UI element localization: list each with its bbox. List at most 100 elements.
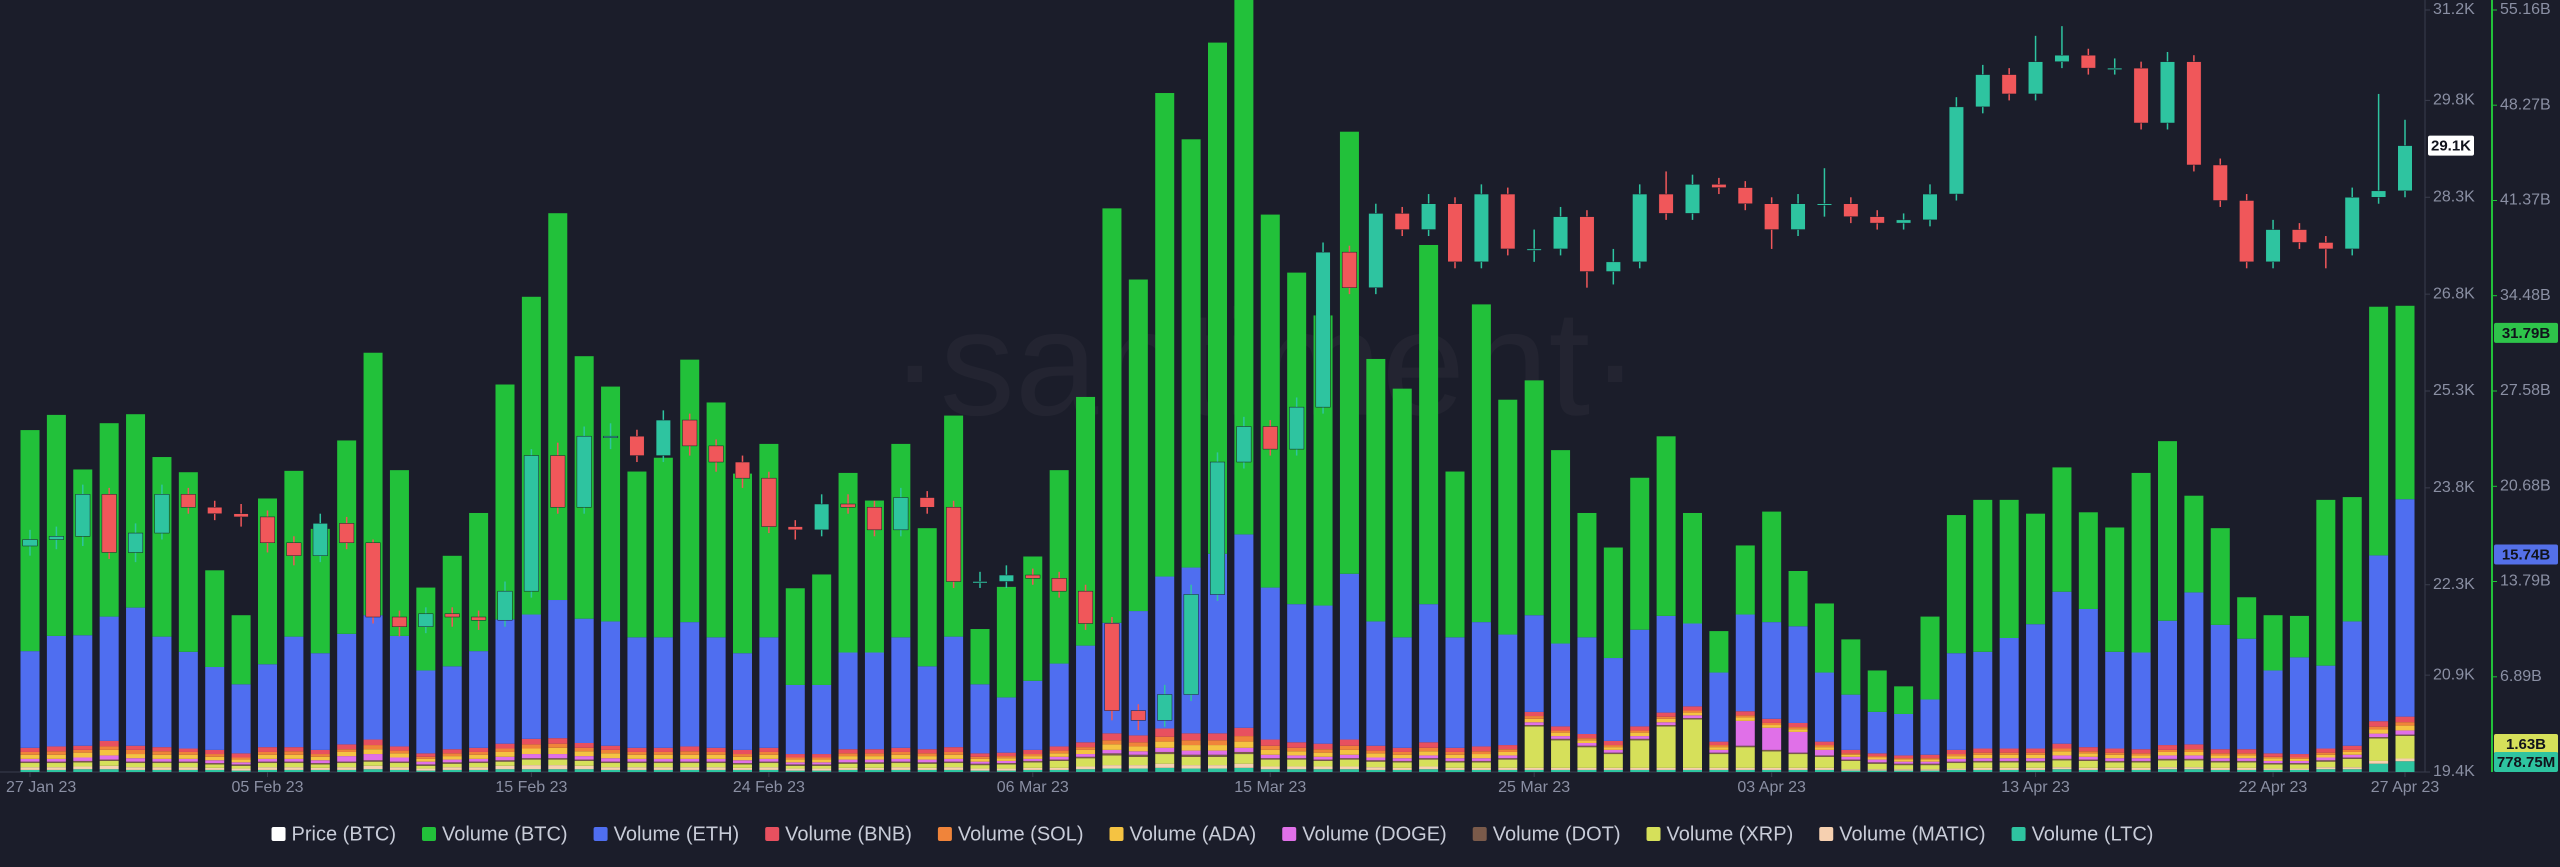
- volume-bar: [363, 765, 383, 770]
- volume-bar: [1656, 722, 1676, 726]
- volume-bar: [521, 744, 541, 749]
- volume-bar: [1260, 759, 1280, 767]
- volume-bar: [2263, 670, 2283, 754]
- volume-bar: [2237, 767, 2257, 770]
- volume-bar: [917, 749, 937, 754]
- legend-item[interactable]: Volume (BTC): [421, 823, 568, 845]
- volume-bar: [442, 666, 462, 750]
- legend-item[interactable]: Volume (DOT): [1472, 823, 1621, 845]
- volume-bar: [759, 761, 779, 764]
- candle-body: [339, 523, 355, 544]
- legend-item[interactable]: Price (BTC): [271, 823, 396, 845]
- legend-item[interactable]: Volume (DOGE): [1282, 823, 1447, 845]
- candle-body: [2054, 54, 2070, 62]
- volume-bar: [178, 748, 198, 752]
- legend-item[interactable]: Volume (XRP): [1646, 823, 1794, 845]
- volume-bar: [812, 684, 832, 755]
- volume-bar: [126, 758, 146, 762]
- volume-bar: [812, 768, 832, 771]
- volume-marker-box: [2494, 322, 2558, 343]
- volume-bar: [1366, 753, 1386, 758]
- legend-label: Price (BTC): [292, 823, 396, 845]
- volume-bar: [284, 636, 304, 748]
- candle-body: [1922, 193, 1938, 221]
- legend-label: Volume (SOL): [958, 823, 1084, 845]
- volume-bar: [2289, 768, 2309, 770]
- volume-bar: [891, 754, 911, 759]
- candle-body: [1658, 193, 1674, 214]
- volume-bar: [1471, 304, 1491, 623]
- volume-bar: [1814, 769, 1834, 772]
- volume-bar: [1445, 747, 1465, 752]
- volume-bar: [2289, 764, 2309, 769]
- volume-bar: [1999, 760, 2019, 763]
- volume-bar: [970, 765, 990, 769]
- volume-bar: [416, 670, 436, 754]
- volume-bar: [20, 751, 40, 755]
- legend-label: Volume (BTC): [442, 823, 568, 845]
- volume-bar: [337, 763, 357, 768]
- y-tick-label: 25.3K: [2433, 382, 2475, 399]
- volume-bar: [284, 763, 304, 768]
- volume-bar: [1973, 754, 1993, 759]
- volume-bar: [178, 769, 198, 772]
- volume-bar: [733, 763, 752, 765]
- volume-bar: [363, 761, 383, 766]
- volume-bar: [46, 746, 66, 752]
- candle-body: [1394, 213, 1410, 230]
- candle-body: [1816, 203, 1832, 206]
- volume-bar: [1155, 767, 1175, 772]
- volume-bar: [2105, 752, 2125, 755]
- volume-bar: [1894, 755, 1914, 759]
- volume-bar: [1762, 751, 1782, 768]
- volume-bar: [1973, 767, 1993, 770]
- volume-bar: [1735, 545, 1755, 615]
- volume-bar: [785, 684, 805, 755]
- legend-item[interactable]: Volume (LTC): [2011, 823, 2154, 845]
- legend-item[interactable]: Volume (SOL): [937, 823, 1084, 845]
- volume-bar: [2342, 769, 2362, 772]
- candle-body: [2159, 61, 2176, 124]
- volume-bar: [891, 751, 911, 755]
- volume-bar: [2026, 767, 2046, 770]
- volume-bar: [2184, 749, 2204, 752]
- candle-body: [128, 532, 144, 553]
- volume-bar: [258, 754, 277, 759]
- volume-bar: [1814, 767, 1834, 770]
- candle-body: [1526, 248, 1542, 251]
- volume-bar: [126, 763, 146, 768]
- volume-bar: [2237, 769, 2257, 772]
- candle-body: [2397, 145, 2413, 192]
- volume-bar: [284, 761, 304, 764]
- legend-item[interactable]: Volume (ETH): [593, 823, 740, 845]
- candle-body: [497, 590, 513, 621]
- volume-bar: [126, 414, 146, 608]
- candle-body: [2371, 190, 2387, 198]
- volume-bar: [1999, 767, 2019, 770]
- volume-bar: [970, 756, 990, 759]
- volume-bar: [1841, 753, 1861, 755]
- volume-bar: [284, 758, 304, 762]
- volume-bar: [1814, 672, 1834, 742]
- volume-bar: [601, 758, 621, 762]
- legend-item[interactable]: Volume (BNB): [765, 823, 912, 845]
- legend-swatch: [1282, 827, 1297, 841]
- legend-item[interactable]: Volume (ADA): [1109, 823, 1257, 845]
- volume-bar: [944, 758, 964, 762]
- y-tick-label: 28.3K: [2433, 188, 2475, 205]
- volume-bar: [812, 574, 832, 685]
- volume-bar: [1128, 279, 1148, 612]
- volume-bar: [653, 767, 673, 770]
- volume-bar: [706, 767, 726, 770]
- volume-bar: [20, 763, 40, 768]
- volume-bar: [1260, 758, 1280, 760]
- candle-body: [787, 526, 803, 531]
- volume-bar: [759, 769, 779, 772]
- volume-bar: [20, 747, 40, 752]
- volume-bar: [1577, 512, 1597, 638]
- volume-bar: [205, 767, 225, 770]
- volume-bar: [2184, 767, 2204, 770]
- legend-item[interactable]: Volume (MATIC): [1819, 823, 1986, 845]
- volume-bar: [495, 384, 515, 620]
- volume-bar: [495, 761, 515, 766]
